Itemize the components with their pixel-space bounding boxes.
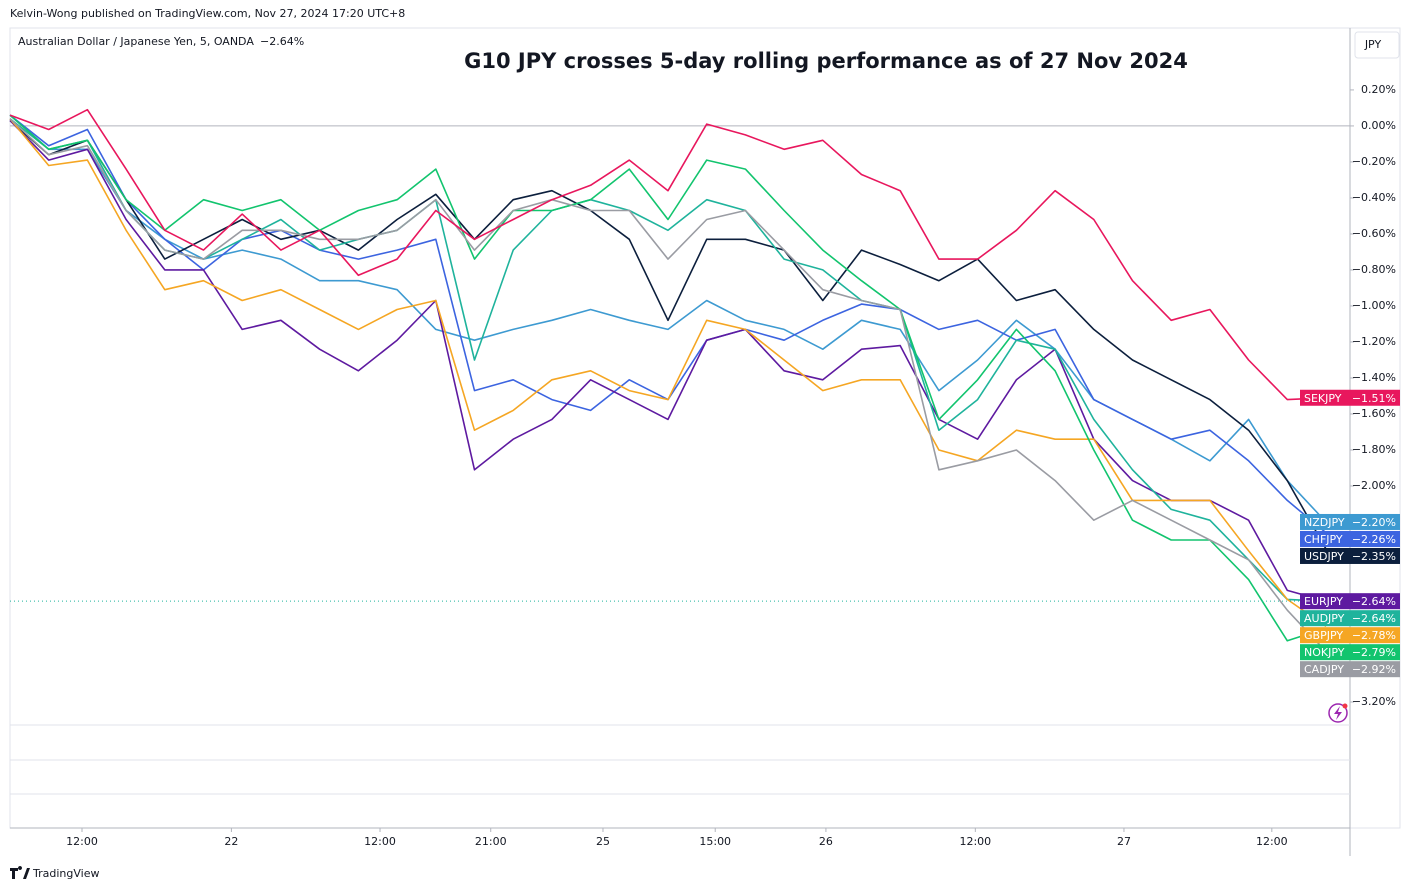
badge-box bbox=[1300, 513, 1400, 530]
series-lines bbox=[9, 108, 1327, 653]
brand: TradingView bbox=[10, 866, 99, 880]
badge-name: NOKJPY bbox=[1304, 646, 1345, 659]
badge-name: CHFJPY bbox=[1304, 533, 1343, 546]
icon-ring bbox=[1328, 703, 1348, 723]
end-badges: NZDJPY −2.20% CHFJPY −2.26% USDJPY −2.35% EURJ… bbox=[1300, 389, 1400, 678]
y-tick-label: −0.80% bbox=[1352, 263, 1396, 276]
end-badge: NOKJPY −2.79% bbox=[1300, 644, 1400, 661]
badge-value: −2.64% bbox=[1352, 595, 1396, 608]
badge-box bbox=[1300, 644, 1400, 661]
series-line bbox=[9, 118, 1327, 602]
y-tick-label: −2.00% bbox=[1352, 479, 1396, 492]
badge-name: CADJPY bbox=[1304, 663, 1344, 676]
badge-box bbox=[1300, 547, 1400, 564]
badge-value: −2.20% bbox=[1352, 516, 1396, 529]
end-badge: CHFJPY −2.26% bbox=[1300, 530, 1400, 547]
badge-name: AUDJPY bbox=[1304, 612, 1345, 625]
y-tick-label: −1.80% bbox=[1352, 443, 1396, 456]
end-badge: SEKJPY −1.51% bbox=[1300, 389, 1400, 406]
published-line: Kelvin-Wong published on TradingView.com… bbox=[10, 7, 405, 20]
chart-title: G10 JPY crosses 5-day rolling performanc… bbox=[464, 49, 1188, 73]
x-tick-label: 12:00 bbox=[959, 835, 991, 848]
x-tick-label: 22 bbox=[224, 835, 238, 848]
badge-name: GBPJPY bbox=[1304, 629, 1343, 642]
symbol-label: Australian Dollar / Japanese Yen, 5, OAN… bbox=[18, 35, 254, 48]
badge-box bbox=[1300, 661, 1400, 678]
y-tick-label: 0.20% bbox=[1361, 83, 1396, 96]
icon-bolt bbox=[1334, 706, 1342, 720]
badge-value: −2.64% bbox=[1352, 612, 1396, 625]
badge-value: −2.78% bbox=[1352, 629, 1396, 642]
y-tick-label: −0.20% bbox=[1352, 155, 1396, 168]
end-badge: GBPJPY −2.78% bbox=[1300, 627, 1400, 644]
pane bbox=[9, 27, 1401, 856]
y-tick-label: −1.00% bbox=[1352, 299, 1396, 312]
series-line bbox=[9, 119, 1327, 602]
y-tick-label: −1.20% bbox=[1352, 335, 1396, 348]
y-tick-label: −1.40% bbox=[1352, 371, 1396, 384]
badge-name: EURJPY bbox=[1304, 595, 1343, 608]
x-tick-label: 12:00 bbox=[364, 835, 396, 848]
series-line bbox=[9, 114, 1327, 642]
icon-dot bbox=[1342, 703, 1348, 709]
badge-name: NZDJPY bbox=[1304, 516, 1345, 529]
y-tick-label: −3.20% bbox=[1352, 695, 1396, 708]
y-tick-label: −1.60% bbox=[1352, 407, 1396, 420]
end-badge: AUDJPY −2.64% bbox=[1300, 610, 1400, 627]
y-tick-label: 0.00% bbox=[1361, 119, 1396, 132]
lightning-icon[interactable] bbox=[1328, 703, 1348, 723]
y-tick-label: −0.60% bbox=[1352, 227, 1396, 240]
currency-box[interactable] bbox=[1354, 31, 1400, 59]
badge-box bbox=[1300, 610, 1400, 627]
currency-label[interactable]: JPY bbox=[1364, 38, 1382, 51]
badge-value: −2.92% bbox=[1352, 663, 1396, 676]
x-tick-label: 25 bbox=[596, 835, 610, 848]
end-badge: CADJPY −2.92% bbox=[1300, 661, 1400, 678]
symbol-change: −2.64% bbox=[260, 35, 304, 48]
brand-name: TradingView bbox=[32, 867, 99, 880]
badge-box bbox=[1300, 530, 1400, 547]
badge-box bbox=[1300, 593, 1400, 610]
y-tick-label: −0.40% bbox=[1352, 191, 1396, 204]
brand-logo bbox=[10, 866, 30, 879]
series-line bbox=[9, 108, 1327, 401]
badge-value: −1.51% bbox=[1352, 392, 1396, 405]
x-tick-label: 26 bbox=[819, 835, 833, 848]
x-tick-label: 27 bbox=[1117, 835, 1131, 848]
end-badge: NZDJPY −2.20% bbox=[1300, 513, 1400, 530]
badge-name: SEKJPY bbox=[1304, 392, 1342, 405]
x-tick-label: 12:00 bbox=[1256, 835, 1288, 848]
x-tick-label: 21:00 bbox=[475, 835, 507, 848]
badge-value: −2.79% bbox=[1352, 646, 1396, 659]
series-line bbox=[9, 118, 1327, 628]
badge-name: USDJPY bbox=[1304, 550, 1344, 563]
badge-value: −2.26% bbox=[1352, 533, 1396, 546]
badge-box bbox=[1300, 627, 1400, 644]
x-tick-label: 12:00 bbox=[66, 835, 98, 848]
end-badge: EURJPY −2.64% bbox=[1300, 593, 1400, 610]
end-badge: USDJPY −2.35% bbox=[1300, 547, 1400, 564]
x-tick-label: 15:00 bbox=[699, 835, 731, 848]
badge-box bbox=[1300, 389, 1400, 406]
series-line bbox=[9, 118, 1327, 653]
badge-value: −2.35% bbox=[1352, 550, 1396, 563]
